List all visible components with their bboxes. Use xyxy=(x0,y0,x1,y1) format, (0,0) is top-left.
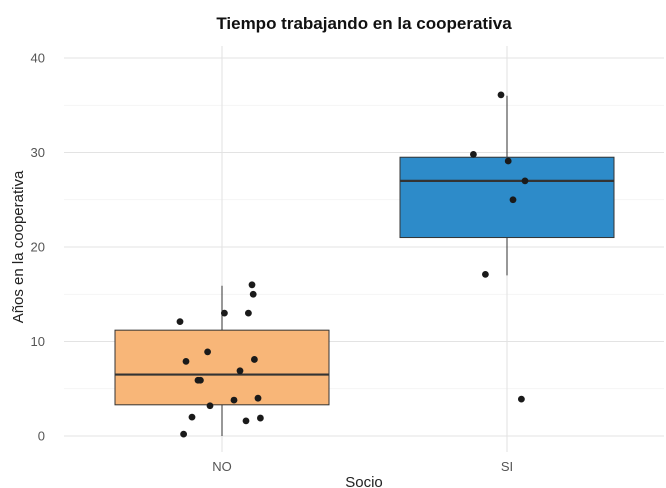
data-point xyxy=(257,414,264,422)
y-tick-label: 30 xyxy=(31,145,45,160)
x-tick-label: SI xyxy=(501,459,513,474)
data-point xyxy=(180,430,188,438)
jitter-points xyxy=(176,91,529,438)
chart-title: Tiempo trabajando en la cooperativa xyxy=(216,14,512,33)
data-point xyxy=(176,318,184,326)
data-point xyxy=(254,394,262,402)
box-no xyxy=(114,285,330,436)
data-point xyxy=(509,196,517,204)
data-point xyxy=(188,413,196,421)
y-tick-label: 40 xyxy=(31,51,45,66)
box-body xyxy=(114,329,330,406)
y-tick-label: 10 xyxy=(31,334,45,349)
data-point xyxy=(249,290,257,298)
tick-labels: 0 10 20 30 40 NO SI xyxy=(31,51,514,475)
data-point xyxy=(236,367,244,375)
data-point xyxy=(182,357,190,365)
box-si xyxy=(399,95,615,276)
data-point xyxy=(230,396,238,404)
data-point xyxy=(504,157,512,165)
data-point xyxy=(197,376,204,384)
x-tick-label: NO xyxy=(212,459,232,474)
data-point xyxy=(221,309,228,317)
data-point xyxy=(245,309,252,317)
data-point xyxy=(242,417,250,425)
data-point xyxy=(206,402,214,410)
data-point xyxy=(518,395,525,403)
data-point xyxy=(482,271,489,278)
data-point xyxy=(521,177,529,185)
y-tick-label: 0 xyxy=(38,429,45,444)
x-axis-title: Socio xyxy=(345,474,383,488)
data-point xyxy=(470,150,477,158)
y-tick-label: 20 xyxy=(31,240,45,255)
boxes xyxy=(114,95,615,436)
data-point xyxy=(248,281,256,289)
data-point xyxy=(251,356,258,363)
data-point xyxy=(204,348,212,356)
data-point xyxy=(497,91,505,99)
y-axis-title: Años en la cooperativa xyxy=(10,170,27,323)
box-body xyxy=(399,156,615,239)
